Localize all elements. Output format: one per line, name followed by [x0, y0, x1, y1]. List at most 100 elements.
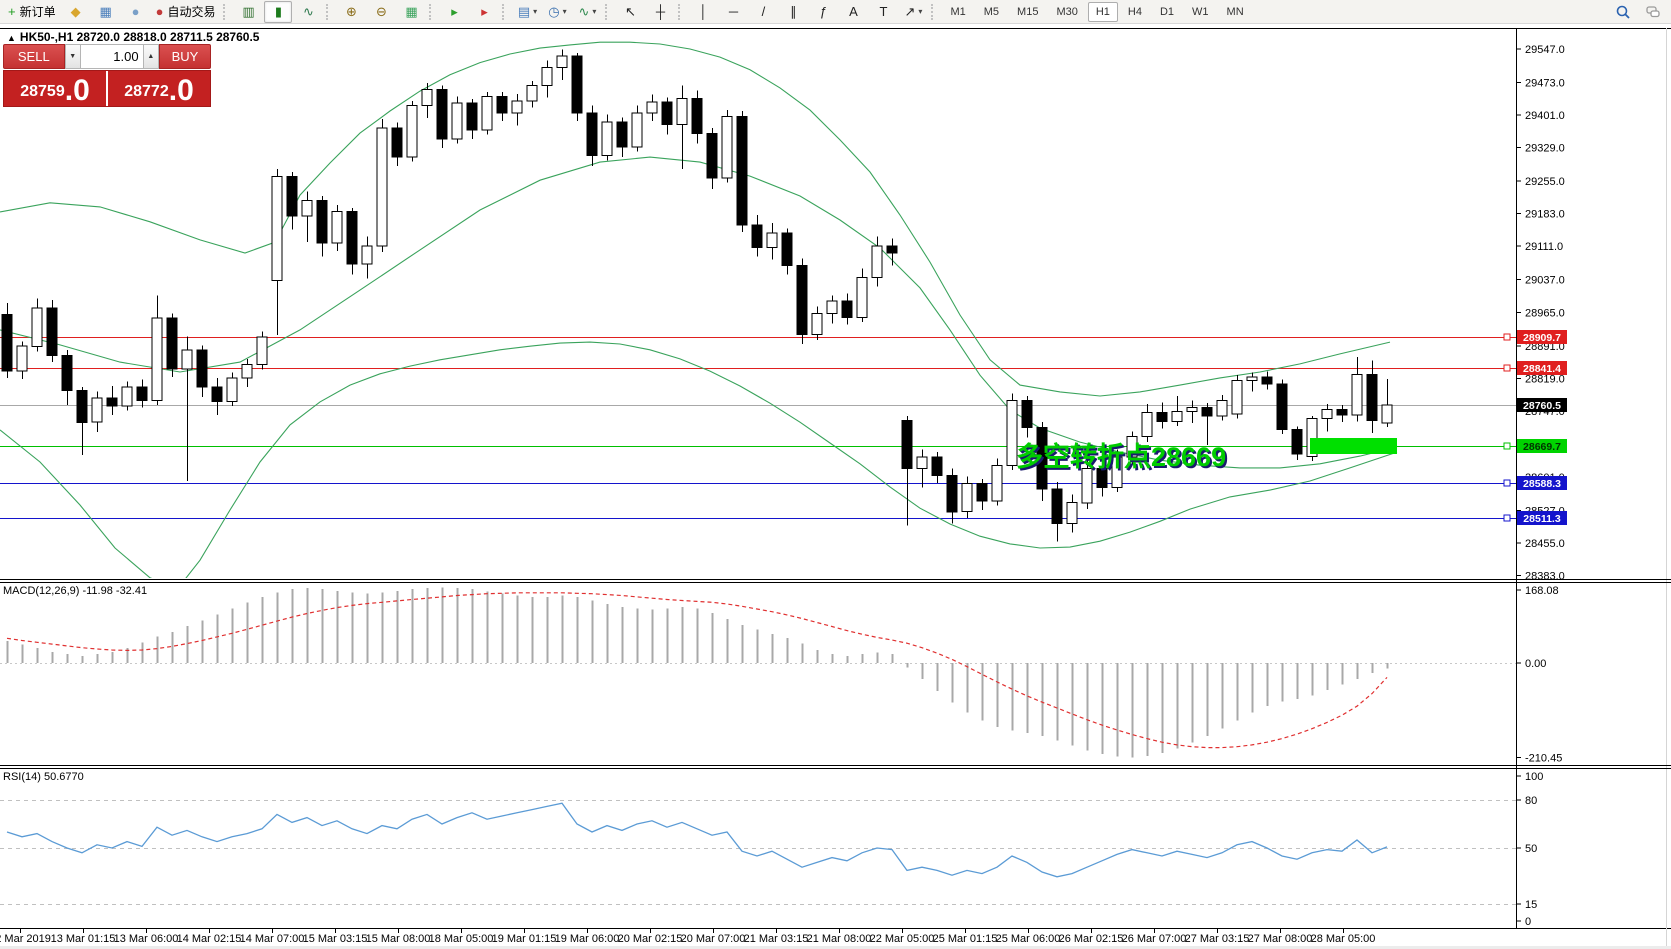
- market-watch-button[interactable]: ▦: [92, 1, 120, 23]
- zoom-in-button[interactable]: ⊕: [337, 1, 365, 23]
- timeframe-m30-button[interactable]: M30: [1056, 5, 1078, 18]
- buy-price-button[interactable]: 28772.0: [108, 71, 210, 106]
- period-presets-dropdown-icon[interactable]: ▾: [562, 7, 567, 16]
- svg-text:28 Mar 05:00: 28 Mar 05:00: [1311, 933, 1376, 945]
- chat-icon: [1646, 5, 1660, 17]
- svg-text:29473.0: 29473.0: [1525, 77, 1565, 89]
- price-divider: [106, 71, 108, 106]
- bollinger-middle-band: [0, 156, 1398, 469]
- buy-button[interactable]: BUY: [159, 44, 211, 69]
- svg-text:29183.0: 29183.0: [1525, 209, 1565, 221]
- svg-text:29111.0: 29111.0: [1525, 241, 1563, 253]
- templates-button[interactable]: ▤ ▾: [513, 1, 541, 23]
- window-bottom-edge: [0, 946, 1671, 949]
- horizontal-line-button[interactable]: ─: [719, 1, 747, 23]
- zoom-out-button[interactable]: ⊖: [367, 1, 395, 23]
- svg-text:0: 0: [1525, 916, 1531, 928]
- autotrading-button[interactable]: ● 自动交易: [152, 1, 220, 23]
- sell-price-button[interactable]: 28759.0: [4, 71, 106, 106]
- timeframe-m15-button[interactable]: M15: [1017, 5, 1039, 18]
- trendline-button[interactable]: /: [749, 1, 777, 23]
- market-watch-icon: ▦: [99, 4, 112, 19]
- line-anchor-marker[interactable]: [1503, 442, 1511, 450]
- svg-text:12 Mar 2019: 12 Mar 2019: [0, 933, 51, 945]
- timeframe-mn-button[interactable]: MN: [1226, 5, 1244, 18]
- price-badge: 28760.5: [1517, 398, 1567, 412]
- crosshair-button[interactable]: ┼: [646, 1, 674, 23]
- svg-text:15 Mar 03:15: 15 Mar 03:15: [303, 933, 368, 945]
- svg-text:28383.0: 28383.0: [1525, 571, 1565, 583]
- horizontal-line-icon: ─: [728, 4, 739, 19]
- vertical-line-button[interactable]: │: [689, 1, 717, 23]
- signals-button[interactable]: ●: [122, 1, 150, 23]
- symbol-collapse-icon[interactable]: ▲: [7, 33, 16, 43]
- label-tool-button[interactable]: T: [869, 1, 897, 23]
- templates-dropdown-icon[interactable]: ▾: [533, 7, 538, 16]
- svg-text:19 Mar 06:00: 19 Mar 06:00: [555, 933, 620, 945]
- candlestick-chart-button[interactable]: ▮: [264, 0, 293, 23]
- sell-button[interactable]: SELL: [3, 44, 65, 69]
- price-axis[interactable]: 29547.0 29473.0 29401.0 29329.0 29255.0 29183…: [1516, 44, 1567, 928]
- indicators-button[interactable]: ∿ ▾: [573, 1, 601, 23]
- chat-button[interactable]: [1639, 1, 1667, 23]
- volume-input[interactable]: 1.00: [80, 44, 143, 69]
- search-button[interactable]: [1609, 1, 1637, 23]
- fibonacci-button[interactable]: ƒ: [809, 1, 837, 23]
- svg-text:28455.0: 28455.0: [1525, 538, 1565, 550]
- candlesticks: [1, 49, 1393, 542]
- period-presets-button[interactable]: ◷ ▾: [543, 1, 571, 23]
- timeframe-h4-button[interactable]: H4: [1127, 5, 1142, 18]
- macd-histogram: [6, 587, 1389, 758]
- cursor-button[interactable]: ↖: [616, 1, 644, 23]
- timeframe-w1-button[interactable]: W1: [1192, 5, 1209, 18]
- toolbar-separator: [326, 3, 333, 20]
- macd-signal-line: [6, 592, 1388, 749]
- chart-shift-button[interactable]: ▸: [470, 1, 498, 23]
- arrows-tool-dropdown-icon[interactable]: ▾: [918, 7, 923, 16]
- zoom-out-icon: ⊖: [376, 4, 387, 19]
- volume-decrease-button[interactable]: ▼: [64, 44, 81, 69]
- auto-scroll-button[interactable]: ▸: [440, 1, 468, 23]
- svg-text:21 Mar 03:15: 21 Mar 03:15: [744, 933, 809, 945]
- equidistant-channel-button[interactable]: ∥: [779, 1, 807, 23]
- volume-increase-button[interactable]: ▲: [142, 44, 160, 69]
- svg-text:18 Mar 05:00: 18 Mar 05:00: [429, 933, 494, 945]
- macd-pane-separator[interactable]: [0, 579, 1671, 583]
- bar-chart-button[interactable]: ▥: [234, 1, 262, 23]
- sell-price-main: 28759: [20, 83, 65, 100]
- bollinger-lower-band: [0, 341, 1398, 578]
- line-anchor-marker[interactable]: [1503, 514, 1511, 522]
- highlight-rectangle[interactable]: [1310, 438, 1397, 454]
- horizontal-price-lines[interactable]: [0, 337, 1516, 519]
- rsi-pane-separator[interactable]: [0, 765, 1671, 769]
- label-tool-icon: T: [879, 4, 888, 19]
- timeframe-m1-button[interactable]: M1: [950, 5, 966, 18]
- svg-text:0.00: 0.00: [1525, 658, 1546, 670]
- tile-windows-button[interactable]: ▦: [397, 1, 425, 23]
- trendline-icon: /: [761, 4, 766, 19]
- price-badge: 28669.7: [1517, 439, 1567, 453]
- metaeditor-button[interactable]: ◆: [62, 1, 90, 23]
- bar-chart-icon: ▥: [242, 4, 255, 19]
- svg-text:14 Mar 02:15: 14 Mar 02:15: [177, 933, 242, 945]
- indicators-dropdown-icon[interactable]: ▾: [592, 7, 597, 16]
- timeframe-h1-button[interactable]: H1: [1087, 1, 1118, 22]
- templates-icon: ▤: [517, 4, 531, 19]
- line-anchor-marker[interactable]: [1503, 479, 1511, 487]
- svg-text:28909.7: 28909.7: [1523, 332, 1561, 344]
- text-tool-button[interactable]: A: [839, 1, 867, 23]
- svg-text:15: 15: [1525, 899, 1537, 911]
- annotation-text[interactable]: 多空转折点28669: [1016, 441, 1226, 472]
- new-order-button[interactable]: + 新订单: [4, 1, 60, 23]
- arrows-tool-button[interactable]: ↗ ▾: [899, 1, 927, 23]
- timeframe-d1-button[interactable]: D1: [1159, 5, 1175, 18]
- line-anchor-marker[interactable]: [1503, 333, 1511, 341]
- timeframe-m5-button[interactable]: M5: [983, 5, 1000, 18]
- buy-price-main: 28772: [124, 83, 169, 100]
- svg-text:80: 80: [1525, 795, 1537, 807]
- line-chart-button[interactable]: ∿: [294, 1, 322, 23]
- svg-text:29329.0: 29329.0: [1525, 143, 1565, 155]
- line-anchor-marker[interactable]: [1503, 364, 1511, 372]
